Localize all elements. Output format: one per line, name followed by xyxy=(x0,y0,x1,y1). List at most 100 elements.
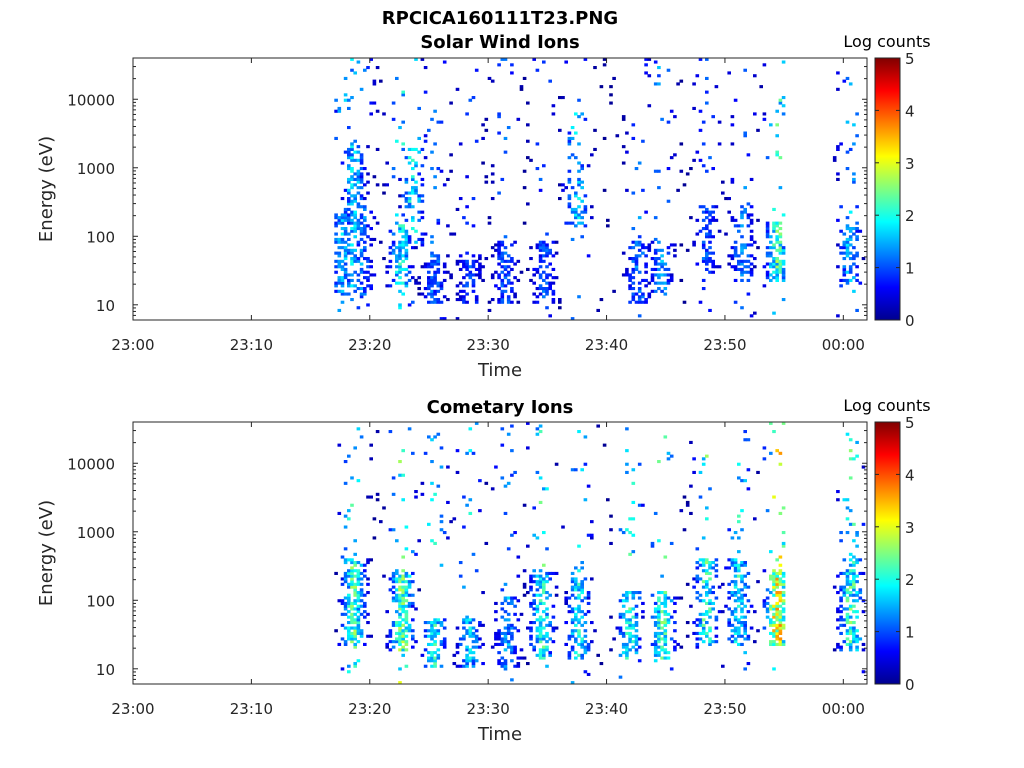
heatmap-cell xyxy=(372,536,377,540)
heatmap-cell xyxy=(781,278,786,282)
heatmap-cell xyxy=(845,281,850,285)
heatmap-cell xyxy=(657,651,661,655)
heatmap-cell xyxy=(708,251,712,255)
heatmap-cell xyxy=(781,246,786,250)
heatmap-cell xyxy=(705,216,709,220)
heatmap-cell xyxy=(471,262,476,266)
heatmap-cell xyxy=(363,287,367,291)
x-tick-label: 23:10 xyxy=(230,700,273,718)
heatmap-cell xyxy=(337,262,342,266)
heatmap-cell xyxy=(762,626,767,630)
heatmap-cell xyxy=(772,621,776,625)
heatmap-cell xyxy=(743,651,747,655)
heatmap-cell xyxy=(353,229,357,233)
heatmap-cell xyxy=(372,101,377,105)
heatmap-cell xyxy=(663,596,668,600)
heatmap-cell xyxy=(740,528,744,532)
heatmap-cell xyxy=(852,626,856,630)
heatmap-cell xyxy=(567,610,572,614)
heatmap-cell xyxy=(625,651,629,655)
heatmap-cell xyxy=(727,582,731,586)
heatmap-cell xyxy=(845,615,850,619)
heatmap-cell xyxy=(538,593,543,597)
heatmap-cell xyxy=(385,183,389,187)
heatmap-cell xyxy=(708,218,712,222)
heatmap-cell xyxy=(737,596,741,600)
heatmap-cell xyxy=(481,123,485,127)
y-tick-label: 10 xyxy=(96,661,115,679)
heatmap-cell xyxy=(423,90,428,94)
heatmap-cell xyxy=(660,273,664,277)
heatmap-cell xyxy=(769,246,773,250)
heatmap-cell xyxy=(535,582,540,586)
heatmap-cell xyxy=(353,197,357,201)
heatmap-cell xyxy=(612,637,616,641)
heatmap-cell xyxy=(356,278,361,282)
heatmap-cell xyxy=(692,585,696,589)
heatmap-cell xyxy=(663,656,668,660)
heatmap-cell xyxy=(577,544,581,548)
heatmap-cell xyxy=(746,213,751,217)
heatmap-cell xyxy=(848,229,853,233)
heatmap-cell xyxy=(852,172,856,176)
plot-frame xyxy=(132,421,868,685)
heatmap-cell xyxy=(343,558,348,562)
heatmap-cell xyxy=(366,265,370,269)
heatmap-cell xyxy=(679,278,684,282)
heatmap-cell xyxy=(848,645,853,649)
heatmap-cell xyxy=(522,582,527,586)
heatmap-cell xyxy=(363,218,367,222)
heatmap-cell xyxy=(621,115,626,119)
heatmap-cell xyxy=(363,232,367,236)
heatmap-cell xyxy=(401,610,405,614)
heatmap-cell xyxy=(423,66,428,70)
heatmap-cell xyxy=(701,561,706,565)
heatmap-cell xyxy=(430,292,434,296)
heatmap-cell xyxy=(737,621,741,625)
heatmap-cell xyxy=(385,645,389,649)
heatmap-cell xyxy=(711,566,715,570)
heatmap-cell xyxy=(698,637,703,641)
heatmap-cell xyxy=(369,210,373,214)
heatmap-cell xyxy=(666,167,671,171)
heatmap-cell xyxy=(737,642,741,646)
heatmap-cell xyxy=(666,457,671,461)
heatmap-cell xyxy=(414,161,418,165)
heatmap-cell xyxy=(350,615,354,619)
heatmap-cell xyxy=(730,115,735,119)
heatmap-cell xyxy=(350,566,354,570)
heatmap-cell xyxy=(746,634,751,638)
heatmap-cell xyxy=(545,596,549,600)
heatmap-cell xyxy=(363,68,367,72)
heatmap-cell xyxy=(407,580,412,584)
heatmap-cell xyxy=(494,465,498,469)
heatmap-cell xyxy=(359,186,364,190)
heatmap-cell xyxy=(781,615,786,619)
heatmap-cell xyxy=(714,618,719,622)
heatmap-cell xyxy=(337,642,342,646)
heatmap-cell xyxy=(497,300,501,304)
heatmap-cell xyxy=(510,678,514,682)
heatmap-cell xyxy=(746,265,751,269)
heatmap-cell xyxy=(660,289,664,293)
heatmap-cell xyxy=(407,623,412,627)
heatmap-cell xyxy=(631,591,636,595)
heatmap-cell xyxy=(417,150,421,154)
heatmap-cell xyxy=(430,150,434,154)
heatmap-cell xyxy=(545,248,549,252)
heatmap-cell xyxy=(337,289,342,293)
heatmap-cell xyxy=(628,517,632,521)
heatmap-cell xyxy=(769,451,773,455)
heatmap-cell xyxy=(781,421,786,425)
heatmap-cells xyxy=(334,57,866,321)
heatmap-cell xyxy=(762,604,767,608)
heatmap-cell xyxy=(372,273,377,277)
heatmap-cell xyxy=(765,270,770,274)
heatmap-cell xyxy=(663,640,668,644)
heatmap-cell xyxy=(404,574,409,578)
heatmap-cell xyxy=(433,640,437,644)
heatmap-cell xyxy=(705,232,709,236)
heatmap-cell xyxy=(714,205,719,209)
heatmap-cell xyxy=(775,631,779,635)
heatmap-cell xyxy=(414,640,418,644)
